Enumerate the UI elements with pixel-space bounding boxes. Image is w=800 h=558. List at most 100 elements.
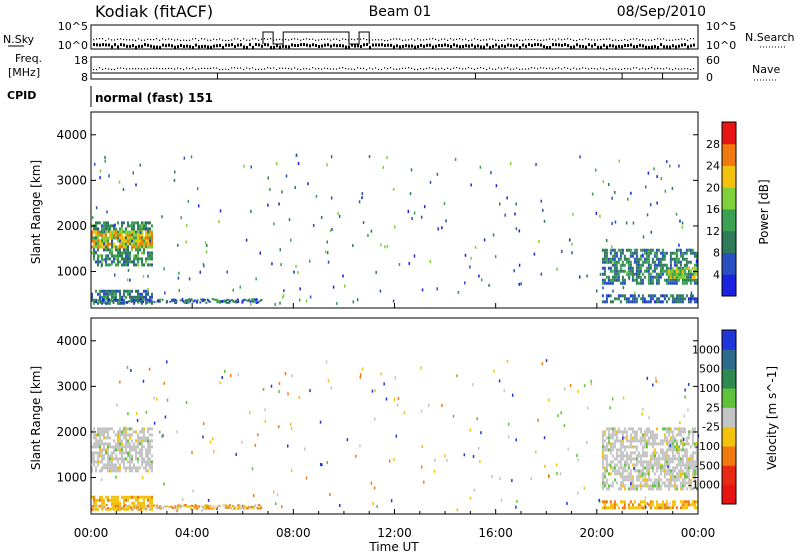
freq-label: Freq. — [15, 52, 42, 65]
power-speck — [290, 238, 292, 242]
noise-search-dot — [408, 39, 410, 41]
velocity-cell — [129, 442, 131, 446]
power-speck — [259, 251, 262, 255]
velocity-cell — [635, 454, 638, 458]
velocity-cell — [97, 439, 99, 443]
noise-search-dot — [99, 38, 101, 40]
ground-scatter — [190, 507, 193, 510]
noise-sky-bar — [489, 45, 491, 49]
velocity-speck — [230, 374, 232, 378]
velocity-cell — [637, 475, 640, 479]
noise-sky-bar — [594, 43, 596, 47]
velocity-cell — [695, 445, 698, 449]
power-cell — [133, 295, 135, 299]
noise-sky-bar — [669, 45, 671, 49]
velocity-cell — [99, 445, 101, 449]
power-speck — [245, 238, 248, 242]
noise-sky-bar — [216, 44, 218, 48]
velocity-cell — [623, 506, 626, 510]
noise-search-dot — [93, 39, 95, 41]
power-cell — [613, 266, 616, 270]
velocity-cell — [675, 427, 678, 431]
velocity-cell — [609, 442, 612, 446]
velocity-cell — [675, 487, 678, 491]
power-cell — [119, 230, 121, 234]
velocity-cell — [151, 507, 153, 511]
power-cell — [145, 245, 147, 249]
power-cell — [689, 269, 692, 273]
noise-search-dot — [213, 38, 215, 40]
velocity-cell — [629, 454, 632, 458]
velocity-cell — [609, 503, 612, 507]
velocity-cell — [131, 457, 133, 461]
power-cell — [97, 227, 99, 231]
velocity-cell — [115, 457, 117, 461]
velocity-cell — [687, 436, 690, 440]
freq-dot — [591, 67, 593, 69]
velocity-cell — [637, 506, 640, 510]
velocity-cell — [687, 472, 690, 476]
power-cell — [603, 257, 606, 261]
power-cell — [695, 297, 698, 301]
noise-search-dot — [111, 39, 113, 41]
noise-search-dot — [261, 38, 263, 40]
velocity-speck — [622, 396, 625, 400]
velocity-cell — [627, 463, 630, 467]
velocity-cell — [635, 475, 638, 479]
velocity-cell — [693, 500, 696, 504]
power-speck — [612, 289, 614, 293]
power-cell — [129, 289, 131, 293]
power-cell — [629, 251, 632, 255]
velocity-cell — [633, 466, 636, 470]
power-cell — [123, 230, 125, 234]
velocity-cell — [99, 442, 101, 446]
ground-scatter — [197, 505, 200, 508]
power-cell — [149, 239, 151, 243]
velocity-cell — [671, 436, 674, 440]
velocity-speck — [361, 367, 364, 371]
noise-search-dot — [576, 39, 578, 42]
velocity-cell — [631, 487, 634, 491]
power-speck — [375, 270, 377, 274]
velocity-cell — [613, 433, 616, 437]
freq-dot — [135, 68, 137, 70]
freq-dot — [345, 68, 347, 70]
power-speck — [514, 212, 516, 216]
velocity-cell — [105, 442, 107, 446]
velocity-cell — [693, 481, 696, 485]
velocity-speck — [661, 464, 664, 468]
velocity-cell — [627, 503, 630, 507]
noise-sky-bar — [234, 45, 236, 49]
velocity-speck — [116, 403, 118, 407]
ground-scatter — [177, 507, 180, 510]
velocity-cell — [627, 506, 630, 510]
velocity-cell — [653, 472, 656, 476]
power-cell — [653, 263, 656, 267]
noise-sky-bar — [450, 45, 452, 49]
velocity-colorbar-tick-label: -500 — [695, 459, 720, 472]
noise-search-dot — [651, 39, 653, 41]
power-cell — [643, 269, 646, 273]
velocity-cell — [625, 445, 628, 449]
noise-sky-bar — [228, 43, 230, 47]
freq-dot — [207, 67, 209, 70]
noise-sky-bar — [324, 43, 326, 47]
power-cell — [133, 221, 135, 225]
power-cell — [105, 236, 107, 240]
power-cell — [115, 295, 117, 299]
velocity-cell — [619, 445, 622, 449]
freq-dot — [480, 67, 482, 69]
velocity-cell — [667, 478, 670, 482]
velocity-cell — [119, 501, 121, 505]
ground-scatter — [203, 298, 206, 301]
power-cell — [659, 300, 662, 304]
noise-sky-bar — [150, 44, 152, 48]
power-cell — [685, 281, 688, 285]
velocity-speck — [420, 409, 423, 413]
power-cell — [141, 260, 143, 264]
velocity-cell — [683, 463, 686, 467]
velocity-speck — [319, 462, 322, 466]
power-speck — [681, 221, 684, 225]
power-cell — [651, 260, 654, 264]
